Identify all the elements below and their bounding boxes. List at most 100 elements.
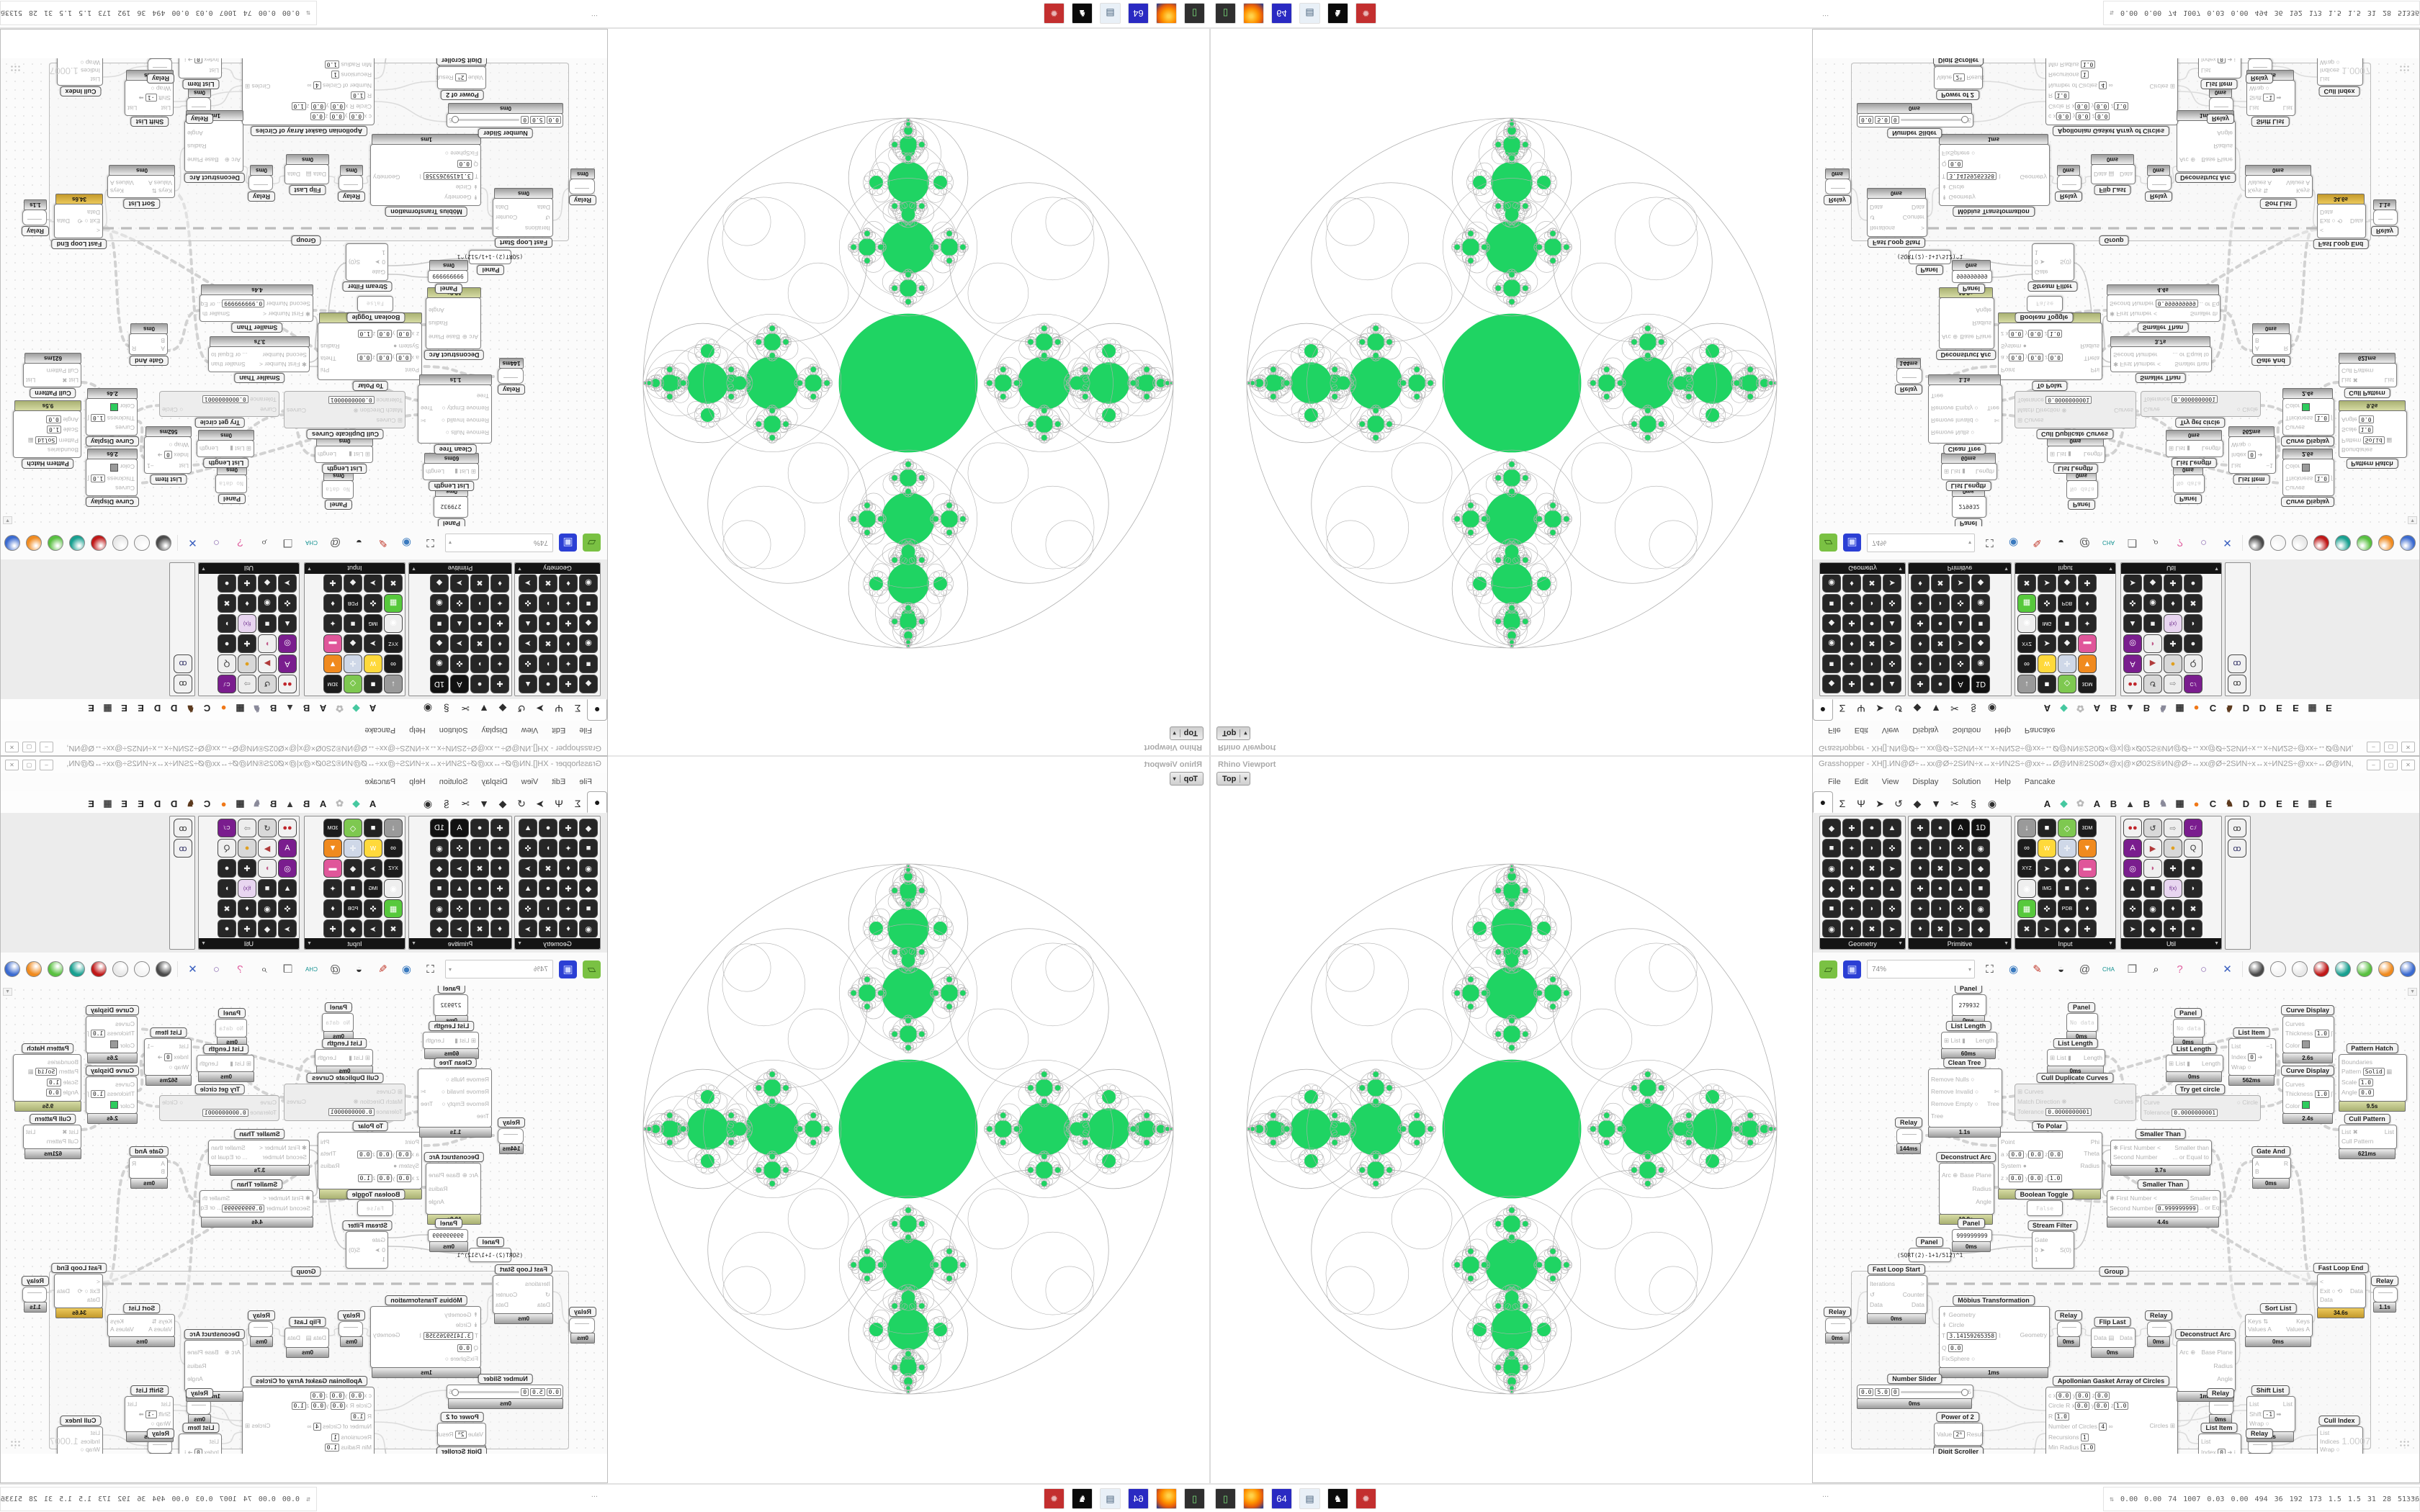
palette-label[interactable]: Primitive ▼ (1909, 563, 2011, 574)
preview-sphere-4[interactable] (2335, 961, 2351, 977)
slider-knob[interactable] (452, 116, 460, 124)
palette-label[interactable]: Input ▼ (305, 938, 405, 949)
component-icon[interactable]: ● (1931, 879, 1950, 898)
tab-icon-6[interactable]: ▼ (1931, 798, 1941, 809)
component-icon[interactable]: ➤ (450, 575, 469, 593)
relay-node[interactable] (498, 1128, 524, 1144)
component-icon[interactable]: ✦ (490, 594, 509, 613)
tab-letter-5[interactable]: ▲ (285, 703, 295, 714)
relay-node[interactable] (1825, 179, 1851, 194)
component-icon[interactable]: ✚ (2164, 919, 2182, 937)
menu-item-help[interactable]: Help (1994, 777, 2011, 786)
component-icon[interactable]: ■ (344, 614, 362, 633)
gh-node-cull-duplicate-curves[interactable]: ⊞ Curves Match Direction ❋ Curves Tolerance… (2015, 391, 2136, 428)
component-icon[interactable]: ✚ (1911, 675, 1930, 693)
tab-icon-6[interactable]: ▼ (479, 703, 489, 714)
gh-node-pattern-hatch[interactable]: Boundaries Pattern Solid ▦ Scale 1.0 Angle … (2339, 410, 2407, 458)
package-icon[interactable]: ? (2177, 963, 2183, 976)
gh-node-panel[interactable]: 279932 (434, 496, 468, 518)
component-icon[interactable]: ♦ (1842, 634, 1861, 653)
palette-label[interactable]: Primitive ▼ (1909, 938, 2011, 949)
gh-node-smaller-than[interactable]: ✱ First Number < Smaller th Second Number … (2107, 294, 2220, 322)
component-icon[interactable]: ➤ (278, 919, 297, 937)
component-icon[interactable]: ✜ (519, 654, 537, 673)
preview-eye-icon[interactable]: ◉ (401, 536, 412, 549)
gh-node-shift-list[interactable]: List List Shift -1 ➡ Wrap ○ (125, 80, 174, 116)
component-icon[interactable]: ♦ (559, 859, 578, 878)
component-icon[interactable]: ✚ (2078, 575, 2097, 593)
component-icon[interactable]: ■ (258, 879, 277, 898)
component-icon[interactable]: ◆ (2143, 919, 2162, 937)
preview-sphere-4[interactable] (69, 535, 85, 551)
component-icon[interactable]: ■ (1822, 899, 1841, 918)
zoom-level-combo[interactable]: 74% ▾ (445, 534, 553, 552)
gh-node-panel[interactable]: No data (322, 480, 354, 499)
floppy-64-icon[interactable]: 64 (1271, 3, 1292, 24)
tab-letter-9[interactable]: ● (220, 798, 227, 809)
component-icon[interactable]: 3DM (2078, 819, 2097, 837)
gh-node-panel[interactable]: No data (322, 1013, 354, 1032)
component-icon[interactable]: ꝏ (2228, 675, 2246, 693)
tab-letter-6[interactable]: B (2143, 703, 2151, 714)
tab-icon-1[interactable]: Σ (574, 703, 581, 714)
relay-node[interactable] (22, 210, 47, 225)
component-icon[interactable]: ✖ (1931, 919, 1950, 937)
component-icon[interactable]: w (364, 839, 382, 858)
component-icon[interactable]: ✖ (1863, 575, 1881, 593)
component-icon[interactable]: ▦ (384, 594, 403, 613)
component-icon[interactable]: ➤ (2123, 575, 2142, 593)
palette-label[interactable]: Primitive ▼ (409, 563, 511, 574)
component-icon[interactable]: ➤ (364, 859, 382, 878)
viewport-tab-top[interactable]: Top ▾ (1169, 772, 1204, 786)
component-icon[interactable]: ♦ (559, 575, 578, 593)
menu-item-edit[interactable]: Edit (552, 726, 566, 735)
component-icon[interactable]: ✦ (490, 839, 509, 858)
component-icon[interactable]: IMG (364, 614, 382, 633)
component-icon[interactable]: ◉ (1822, 859, 1841, 878)
gh-node-cull-pattern[interactable]: List ✖ List Cull Pattern (23, 1125, 81, 1149)
tab-letter-16[interactable]: ▦ (2308, 798, 2317, 809)
component-icon[interactable]: ♦ (1842, 859, 1861, 878)
component-icon[interactable]: C:/ (218, 675, 236, 693)
component-icon[interactable]: ◉ (1971, 594, 1990, 613)
component-icon[interactable]: XYZ (384, 634, 403, 653)
component-icon[interactable]: ➤ (1951, 575, 1970, 593)
gh-node-pattern-hatch[interactable]: Boundaries Pattern Solid ▦ Scale 1.0 Angle … (13, 1054, 81, 1102)
gha-icon[interactable]: CHA (305, 966, 318, 973)
gh-node-panel[interactable]: No data (2173, 1019, 2205, 1038)
tab-letter-2[interactable]: ✿ (2076, 703, 2084, 714)
component-icon[interactable]: ꝏ (2228, 839, 2246, 858)
tab-letter-15[interactable]: E (2293, 703, 2299, 714)
component-icon[interactable]: ➤ (519, 919, 537, 937)
menu-item-edit[interactable]: Edit (1854, 777, 1868, 786)
gh-node-cull-pattern[interactable]: List ✖ List Cull Pattern (2339, 363, 2397, 387)
tab-letter-13[interactable]: D (2259, 703, 2267, 714)
gh-node-list-length[interactable]: ⊞ List ▮ Length (2047, 1049, 2105, 1066)
tab-letter-1[interactable]: ◆ (2060, 703, 2068, 714)
red-gear-icon[interactable]: ✹ (1044, 3, 1065, 24)
tab-letter-14[interactable]: E (2276, 703, 2282, 714)
gh-node-curve-display[interactable]: Curves Thickness 1.0 ʃ Color (2282, 1076, 2334, 1114)
gha-icon[interactable]: CHA (305, 539, 318, 546)
tab-letter-14[interactable]: E (2276, 798, 2282, 809)
tab-icon-8[interactable]: § (444, 703, 449, 714)
preview-sphere-5[interactable] (48, 535, 63, 551)
tab-letter-0[interactable]: A (2043, 703, 2051, 714)
component-icon[interactable]: f(x) (2164, 879, 2182, 898)
gh-node-fast-loop-start[interactable]: Iterations > ↺ Counter Data Data (1867, 1275, 1927, 1314)
gh-node-stream-filter[interactable]: Gate 0 ➤ S(0) 1 (346, 1231, 388, 1269)
component-icon[interactable]: ▦ (2017, 899, 2036, 918)
minimize-button[interactable]: – (40, 742, 53, 752)
gh-node-deconstruct-arc[interactable]: Arc ⊕ Base Plane Radius Angle (1939, 297, 1994, 349)
component-icon[interactable]: ➤ (519, 575, 537, 593)
component-icon[interactable]: ◉ (1971, 654, 1990, 673)
component-icon[interactable]: ● (1863, 614, 1881, 633)
gh-node-sort-list[interactable]: Keys ⇅ Keys Values A Values A (107, 175, 175, 198)
gh-node-fast-loop-end[interactable]: < Exit ○ ⟲ Data Data (54, 204, 103, 238)
component-icon[interactable]: ▲ (519, 879, 537, 898)
package-icon[interactable]: ? (237, 536, 243, 549)
tab-icon-7[interactable]: ✂ (461, 797, 470, 809)
preview-sphere-7[interactable] (2400, 535, 2416, 551)
component-icon[interactable]: ♦ (2078, 594, 2097, 613)
component-icon[interactable]: ◉ (258, 594, 277, 613)
